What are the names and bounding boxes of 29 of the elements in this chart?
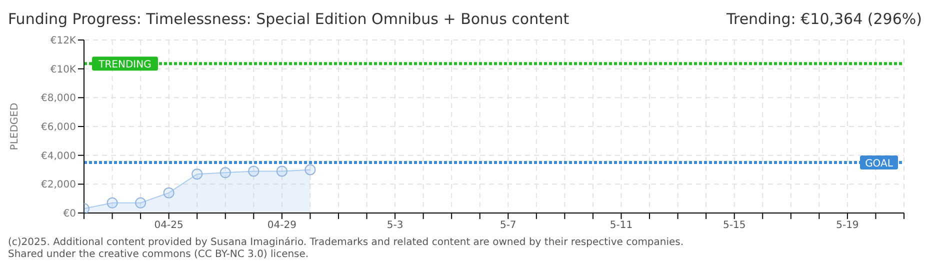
- y-tick-label: €4,000: [41, 150, 76, 162]
- ref-line-label: TRENDING: [98, 60, 152, 71]
- x-tick-label: 04-29: [267, 220, 296, 232]
- y-tick-label: €10K: [50, 64, 76, 76]
- point: [220, 167, 231, 178]
- point: [276, 166, 288, 177]
- y-tick-label: €2,000: [41, 180, 76, 191]
- y-tick-label: €0: [63, 208, 76, 220]
- point: [106, 197, 118, 208]
- x-tick-label: 5-15: [722, 220, 746, 232]
- x-tick-label: 5-3: [386, 220, 404, 232]
- ref-line-label: GOAL: [865, 158, 894, 170]
- y-tick-label: €12K: [50, 36, 76, 47]
- text: Shared under the creative commons (CC BY-NC 3.0) license.: [8, 249, 310, 261]
- y-tick-label: €6,000: [41, 122, 76, 134]
- text: (c)2025. Additional content provided by Susana Imaginário. Trademarks and related content are owned by their respective companies.: [8, 237, 684, 249]
- chart-subtitle: Trending: €10,364 (296%): [726, 10, 922, 28]
- x-tick-label: 5-19: [836, 220, 859, 232]
- point: [248, 166, 260, 177]
- x-tick-label: 5-7: [500, 220, 516, 232]
- point: [163, 187, 174, 198]
- y-tick-label: €8,000: [41, 93, 76, 104]
- x-tick-label: 04-25: [154, 220, 184, 232]
- point: [135, 197, 146, 208]
- y-axis-title: PLEDGED: [10, 102, 21, 150]
- chart-title: Funding Progress: Timelessness: Special Edition Omnibus + Bonus content: [8, 10, 570, 28]
- point: [192, 168, 203, 180]
- point: [304, 164, 316, 176]
- x-tick-label: 5-11: [610, 220, 633, 232]
